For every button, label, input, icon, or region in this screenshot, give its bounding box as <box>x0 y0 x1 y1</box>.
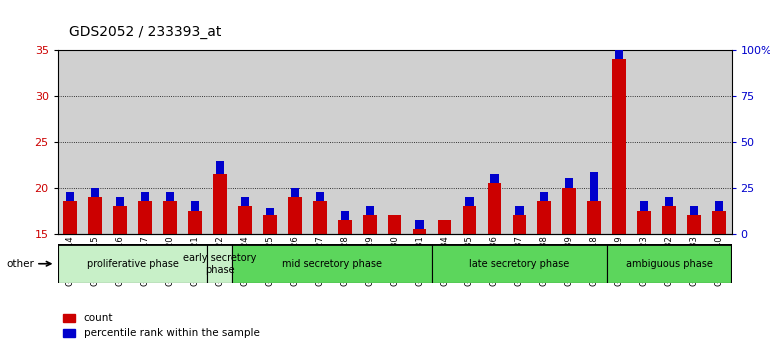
Text: mid secretory phase: mid secretory phase <box>283 259 382 269</box>
Bar <box>291 188 299 197</box>
Bar <box>238 206 252 234</box>
Bar <box>687 215 701 234</box>
Bar <box>158 50 182 234</box>
Bar <box>541 192 548 201</box>
Bar <box>108 50 132 234</box>
Bar <box>139 201 152 234</box>
Bar <box>288 197 302 234</box>
Bar <box>463 206 477 234</box>
Bar <box>465 197 474 206</box>
Bar <box>213 174 227 234</box>
Bar <box>113 206 127 234</box>
Bar <box>557 50 582 234</box>
Bar <box>615 50 624 59</box>
Bar <box>216 161 224 174</box>
Text: other: other <box>6 259 34 269</box>
Bar <box>413 229 427 234</box>
Bar <box>432 50 457 234</box>
Bar <box>590 172 598 201</box>
Bar <box>166 192 174 201</box>
Bar <box>357 50 382 234</box>
Bar <box>116 197 124 206</box>
Bar <box>207 244 233 283</box>
Bar <box>707 50 732 234</box>
Bar <box>233 244 432 283</box>
Bar <box>338 220 352 234</box>
Bar <box>191 201 199 211</box>
Bar <box>482 50 507 234</box>
Bar <box>715 201 723 211</box>
Bar <box>631 50 657 234</box>
Bar <box>582 50 607 234</box>
Bar <box>141 192 149 201</box>
Bar <box>363 215 377 234</box>
Text: late secretory phase: late secretory phase <box>469 259 570 269</box>
Bar <box>690 206 698 215</box>
Bar <box>588 201 601 234</box>
Bar <box>58 50 82 234</box>
Bar <box>640 201 648 211</box>
Text: GDS2052 / 233393_at: GDS2052 / 233393_at <box>69 25 222 39</box>
Bar <box>507 50 532 234</box>
Bar <box>316 192 324 201</box>
Text: proliferative phase: proliferative phase <box>87 259 179 269</box>
Legend: count, percentile rank within the sample: count, percentile rank within the sample <box>63 313 259 338</box>
Bar <box>607 50 631 234</box>
Bar <box>681 50 707 234</box>
Bar <box>382 50 407 234</box>
Bar <box>562 188 576 234</box>
Bar <box>257 50 283 234</box>
Bar <box>607 244 731 283</box>
Bar <box>457 50 482 234</box>
Bar <box>283 50 307 234</box>
Bar <box>340 211 349 220</box>
Bar <box>241 197 249 206</box>
Bar <box>58 244 207 283</box>
Bar <box>89 197 102 234</box>
Bar <box>82 50 108 234</box>
Bar <box>657 50 681 234</box>
Bar <box>416 220 424 229</box>
Bar <box>490 174 498 183</box>
Bar <box>63 201 77 234</box>
Text: early secretory
phase: early secretory phase <box>183 253 256 275</box>
Bar <box>712 211 726 234</box>
Bar <box>437 220 451 234</box>
Bar <box>513 215 526 234</box>
Bar <box>532 50 557 234</box>
Bar <box>665 197 673 206</box>
Bar <box>366 206 373 215</box>
Bar <box>565 178 574 188</box>
Bar <box>233 50 257 234</box>
Bar <box>515 206 524 215</box>
Bar <box>263 215 276 234</box>
Bar <box>388 215 401 234</box>
Bar <box>537 201 551 234</box>
Bar <box>163 201 177 234</box>
Bar <box>432 244 607 283</box>
Bar <box>182 50 207 234</box>
Bar <box>638 211 651 234</box>
Bar <box>91 188 99 197</box>
Bar <box>266 208 274 215</box>
Bar <box>487 183 501 234</box>
Bar <box>132 50 158 234</box>
Bar <box>188 211 202 234</box>
Bar <box>662 206 676 234</box>
Bar <box>66 192 75 201</box>
Bar <box>332 50 357 234</box>
Bar <box>612 59 626 234</box>
Bar <box>407 50 432 234</box>
Bar <box>313 201 326 234</box>
Bar <box>207 50 233 234</box>
Bar <box>307 50 332 234</box>
Text: ambiguous phase: ambiguous phase <box>626 259 712 269</box>
